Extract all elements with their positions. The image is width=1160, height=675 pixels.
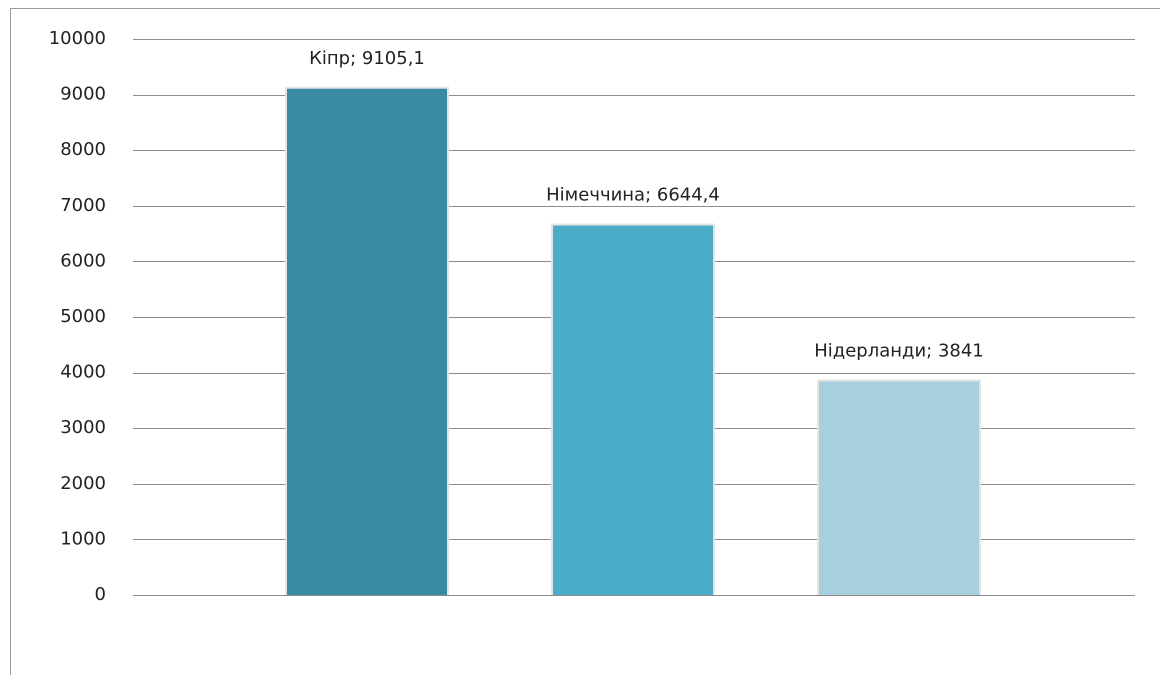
y-tick-label: 5000 — [60, 306, 106, 327]
y-tick-label: 7000 — [60, 195, 106, 216]
y-tick-label: 8000 — [60, 139, 106, 160]
bar — [287, 88, 447, 595]
y-tick-label: 2000 — [60, 473, 106, 494]
data-label: Нідерланди; 3841 — [814, 340, 984, 361]
y-tick-label: 10000 — [49, 28, 106, 49]
y-tick-label: 9000 — [60, 84, 106, 105]
y-tick-label: 4000 — [60, 362, 106, 383]
data-label: Німеччина; 6644,4 — [546, 185, 720, 206]
bar — [553, 225, 713, 596]
y-tick-label: 6000 — [60, 250, 106, 271]
y-tick-label: 1000 — [60, 528, 106, 549]
bar — [819, 381, 979, 595]
data-label: Кіпр; 9105,1 — [309, 48, 425, 69]
y-tick-label: 3000 — [60, 417, 106, 438]
y-tick-label: 0 — [95, 584, 106, 605]
